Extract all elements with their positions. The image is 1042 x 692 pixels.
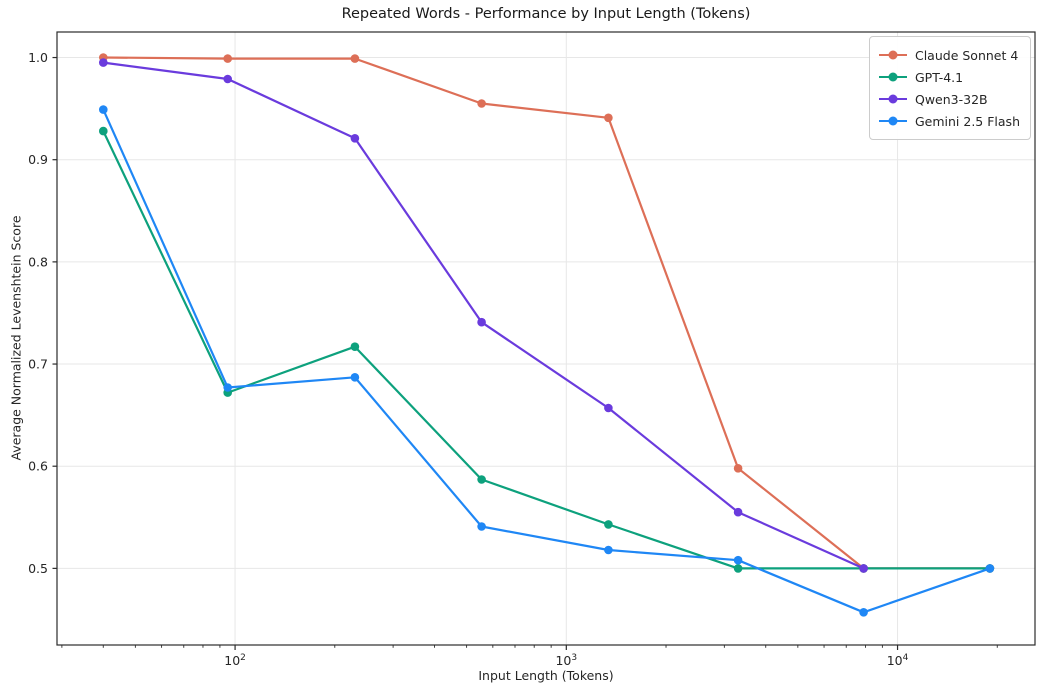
- legend: Claude Sonnet 4 GPT-4.1 Qwen3-32B Gemini 2.…: [868, 36, 1031, 140]
- series-marker: [733, 564, 743, 573]
- legend-entry-qwen3-32b: Qwen3-32B: [878, 88, 1020, 110]
- legend-marker-icon: [888, 116, 898, 126]
- legend-marker-icon: [888, 72, 898, 82]
- series-marker: [604, 520, 613, 529]
- series-marker: [99, 105, 108, 114]
- series-marker: [223, 54, 232, 63]
- series-marker: [477, 99, 486, 108]
- legend-marker-icon: [888, 94, 898, 104]
- x-axis-label: Input Length (Tokens): [478, 668, 614, 683]
- series-line-gemini-2-5-flash: [102, 108, 992, 614]
- legend-marker-icon: [888, 50, 898, 60]
- series-marker: [985, 564, 995, 573]
- legend-line-sample: [878, 50, 907, 60]
- y-tick-label: 0.6: [28, 459, 48, 474]
- legend-line-sample: [878, 94, 907, 104]
- legend-label: Claude Sonnet 4: [914, 47, 1019, 63]
- legend-line-sample: [878, 116, 907, 126]
- legend-entry-gemini-2-5-flash: Gemini 2.5 Flash: [878, 110, 1020, 132]
- series-marker: [859, 608, 868, 617]
- series-line-claude-sonnet-4: [102, 56, 992, 570]
- y-tick-label: 1.0: [28, 50, 48, 65]
- plot-border: [56, 31, 1036, 646]
- legend-line-sample: [878, 72, 907, 82]
- series-marker: [350, 342, 360, 352]
- series-marker: [350, 54, 360, 63]
- series-marker: [223, 74, 232, 84]
- series-marker: [604, 403, 613, 413]
- series-marker: [99, 126, 108, 136]
- chart-title: Repeated Words - Performance by Input Le…: [341, 6, 751, 22]
- series-marker: [223, 383, 232, 392]
- x-tick-label: 102: [224, 653, 246, 668]
- series-marker: [733, 555, 743, 565]
- legend-label: Qwen3-32B: [914, 91, 988, 107]
- y-tick-label: 0.7: [28, 357, 48, 372]
- series-marker: [350, 373, 360, 382]
- legend-label: GPT-4.1: [914, 69, 964, 85]
- series-marker: [350, 134, 360, 143]
- series-marker: [477, 522, 486, 531]
- x-tick-label: 104: [887, 653, 909, 668]
- y-tick-label: 0.9: [28, 152, 48, 167]
- series-marker: [733, 464, 743, 473]
- series-marker: [733, 507, 743, 517]
- legend-entry-gpt-4-1: GPT-4.1: [878, 66, 1020, 88]
- series-marker: [477, 475, 486, 484]
- series-marker: [604, 113, 613, 123]
- series-marker: [99, 58, 108, 67]
- series-marker: [477, 317, 486, 327]
- y-axis-label: Average Normalized Levenshtein Score: [8, 215, 24, 461]
- x-tick-label: 103: [555, 653, 577, 668]
- legend-label: Gemini 2.5 Flash: [914, 113, 1020, 129]
- series-marker: [604, 545, 613, 555]
- series-line-qwen3-32b: [102, 61, 865, 570]
- y-tick-label: 0.8: [28, 254, 48, 269]
- series-marker: [859, 564, 868, 573]
- series-line-gpt-4-1: [102, 130, 992, 570]
- legend-entry-claude-sonnet-4: Claude Sonnet 4: [878, 44, 1020, 66]
- y-tick-label: 0.5: [28, 561, 48, 576]
